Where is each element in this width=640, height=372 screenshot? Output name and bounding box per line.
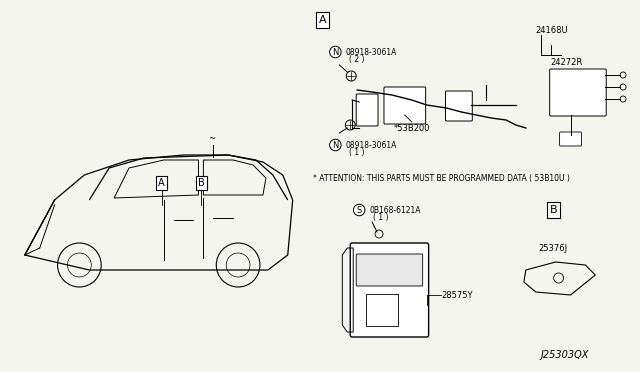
Text: 28575Y: 28575Y [442, 291, 473, 299]
Text: S: S [356, 205, 362, 215]
Text: 24272R: 24272R [550, 58, 583, 67]
FancyBboxPatch shape [550, 69, 606, 116]
FancyBboxPatch shape [445, 91, 472, 121]
Text: ( 2 ): ( 2 ) [349, 55, 365, 64]
Text: ( 1 ): ( 1 ) [349, 148, 365, 157]
FancyBboxPatch shape [356, 254, 422, 286]
Text: ( 1 ): ( 1 ) [373, 212, 388, 221]
Text: B: B [550, 205, 557, 215]
Text: 08918-3061A: 08918-3061A [346, 141, 397, 150]
FancyBboxPatch shape [356, 94, 378, 126]
Text: N: N [332, 48, 339, 57]
Text: B: B [198, 178, 205, 188]
FancyBboxPatch shape [384, 87, 426, 124]
FancyBboxPatch shape [366, 294, 398, 326]
Text: J25303QX: J25303QX [541, 350, 589, 360]
Text: A: A [319, 15, 326, 25]
Text: *53B200: *53B200 [394, 124, 430, 132]
Text: ~: ~ [208, 134, 215, 143]
Text: 08918-3061A: 08918-3061A [346, 48, 397, 57]
Text: * ATTENTION: THIS PARTS MUST BE PROGRAMMED DATA ( 53B10U ): * ATTENTION: THIS PARTS MUST BE PROGRAMM… [312, 173, 570, 183]
Text: 25376J: 25376J [539, 244, 568, 253]
Text: 24168U: 24168U [536, 26, 568, 35]
Text: 0B168-6121A: 0B168-6121A [369, 205, 420, 215]
Text: A: A [159, 178, 165, 188]
FancyBboxPatch shape [350, 243, 429, 337]
FancyBboxPatch shape [559, 132, 581, 146]
Text: N: N [332, 141, 339, 150]
